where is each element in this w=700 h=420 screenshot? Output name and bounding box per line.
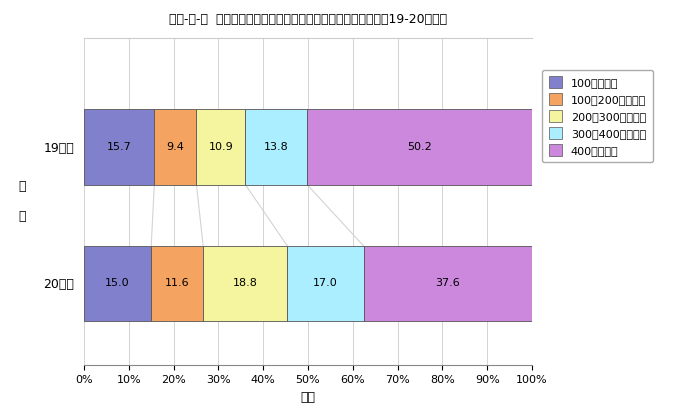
Bar [151,246,203,321]
Bar [245,110,307,184]
Text: 15.7: 15.7 [107,142,132,152]
Bar [197,110,245,184]
Text: 37.6: 37.6 [435,278,460,289]
Text: 図３-１-４  本人の年収と性別との関係（男女計）（無延滞）（19-20年度）: 図３-１-４ 本人の年収と性別との関係（男女計）（無延滞）（19-20年度） [169,13,447,26]
Bar [84,246,151,321]
Bar [307,110,532,184]
Text: 17.0: 17.0 [313,278,338,289]
Legend: 100万円未満, 100～200万円未満, 200～300万円未満, 300～400万円未満, 400万円以上: 100万円未満, 100～200万円未満, 200～300万円未満, 300～4… [542,70,653,163]
Text: 13.8: 13.8 [264,142,288,152]
Text: 18.8: 18.8 [233,278,258,289]
Bar [288,246,363,321]
Y-axis label: 年

度: 年 度 [19,180,27,223]
Bar [203,246,288,321]
Text: 10.9: 10.9 [209,142,233,152]
Bar [363,246,532,321]
Text: 15.0: 15.0 [105,278,130,289]
X-axis label: 割合: 割合 [300,391,316,404]
Text: 50.2: 50.2 [407,142,432,152]
Text: 11.6: 11.6 [165,278,190,289]
Bar [84,110,154,184]
Bar [154,110,197,184]
Text: 9.4: 9.4 [167,142,184,152]
